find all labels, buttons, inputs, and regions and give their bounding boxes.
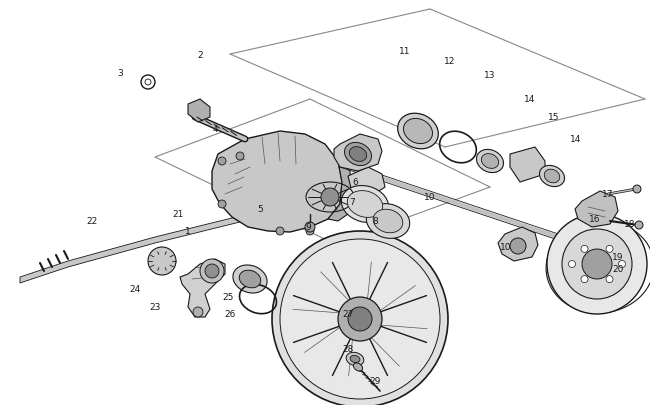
Text: 15: 15 xyxy=(548,113,560,122)
Ellipse shape xyxy=(344,143,372,166)
Ellipse shape xyxy=(540,166,564,187)
Ellipse shape xyxy=(367,204,410,239)
Ellipse shape xyxy=(349,147,367,162)
Circle shape xyxy=(348,307,372,331)
Text: 4: 4 xyxy=(212,125,218,134)
Circle shape xyxy=(321,189,339,207)
Text: 23: 23 xyxy=(150,303,161,312)
Circle shape xyxy=(582,249,612,279)
Circle shape xyxy=(272,231,448,405)
Circle shape xyxy=(276,228,284,235)
Text: 22: 22 xyxy=(86,217,98,226)
Ellipse shape xyxy=(347,191,383,218)
Circle shape xyxy=(635,222,643,230)
Polygon shape xyxy=(295,196,312,207)
Text: 5: 5 xyxy=(257,205,263,214)
Ellipse shape xyxy=(398,114,438,149)
Ellipse shape xyxy=(544,170,560,183)
Text: 3: 3 xyxy=(117,68,123,77)
Circle shape xyxy=(306,228,314,235)
Text: 25: 25 xyxy=(222,293,234,302)
Polygon shape xyxy=(575,192,618,228)
Circle shape xyxy=(200,259,224,283)
Text: 1: 1 xyxy=(185,227,191,236)
Polygon shape xyxy=(498,228,538,261)
Circle shape xyxy=(569,261,575,268)
Circle shape xyxy=(193,307,203,317)
Circle shape xyxy=(581,276,588,283)
Circle shape xyxy=(280,239,440,399)
Ellipse shape xyxy=(346,352,364,366)
Circle shape xyxy=(218,200,226,209)
Text: 9: 9 xyxy=(305,223,311,232)
Circle shape xyxy=(510,239,526,254)
Text: 17: 17 xyxy=(603,190,614,199)
Circle shape xyxy=(205,264,219,278)
Text: 11: 11 xyxy=(399,47,411,56)
Ellipse shape xyxy=(476,150,504,173)
Polygon shape xyxy=(348,168,385,198)
Polygon shape xyxy=(188,100,210,123)
Text: 19: 19 xyxy=(612,253,624,262)
Circle shape xyxy=(562,230,632,299)
Polygon shape xyxy=(328,162,352,222)
Polygon shape xyxy=(300,194,316,202)
Circle shape xyxy=(305,222,315,232)
Polygon shape xyxy=(212,132,342,232)
Text: 10: 10 xyxy=(500,243,512,252)
Circle shape xyxy=(218,158,226,166)
Text: 29: 29 xyxy=(369,377,381,386)
Text: 7: 7 xyxy=(349,198,355,207)
Circle shape xyxy=(633,185,641,194)
Ellipse shape xyxy=(350,356,360,363)
Text: 27: 27 xyxy=(343,310,354,319)
Polygon shape xyxy=(334,135,382,172)
Text: 14: 14 xyxy=(570,135,582,144)
Circle shape xyxy=(338,297,382,341)
Text: 16: 16 xyxy=(590,215,601,224)
Text: 14: 14 xyxy=(525,95,536,104)
Polygon shape xyxy=(180,259,225,317)
Ellipse shape xyxy=(373,210,403,233)
Ellipse shape xyxy=(341,186,389,223)
Circle shape xyxy=(606,246,613,253)
Circle shape xyxy=(148,247,176,275)
Text: 2: 2 xyxy=(197,50,203,60)
Text: 21: 21 xyxy=(172,210,184,219)
Ellipse shape xyxy=(404,119,432,144)
Ellipse shape xyxy=(233,265,267,293)
Text: 8: 8 xyxy=(372,217,378,226)
Text: 28: 28 xyxy=(343,345,354,354)
Text: 20: 20 xyxy=(612,265,624,274)
Ellipse shape xyxy=(354,363,363,371)
Text: 18: 18 xyxy=(624,220,636,229)
Ellipse shape xyxy=(481,154,499,169)
Circle shape xyxy=(236,153,244,161)
Text: 6: 6 xyxy=(352,178,358,187)
Text: 12: 12 xyxy=(445,58,456,66)
Circle shape xyxy=(606,276,613,283)
Circle shape xyxy=(619,261,625,268)
Text: 13: 13 xyxy=(484,70,496,79)
Circle shape xyxy=(581,246,588,253)
Text: 24: 24 xyxy=(129,285,140,294)
Text: 10: 10 xyxy=(424,193,436,202)
Circle shape xyxy=(547,215,647,314)
Polygon shape xyxy=(510,148,545,183)
Text: 26: 26 xyxy=(224,310,236,319)
Polygon shape xyxy=(20,198,310,284)
Ellipse shape xyxy=(239,271,261,288)
